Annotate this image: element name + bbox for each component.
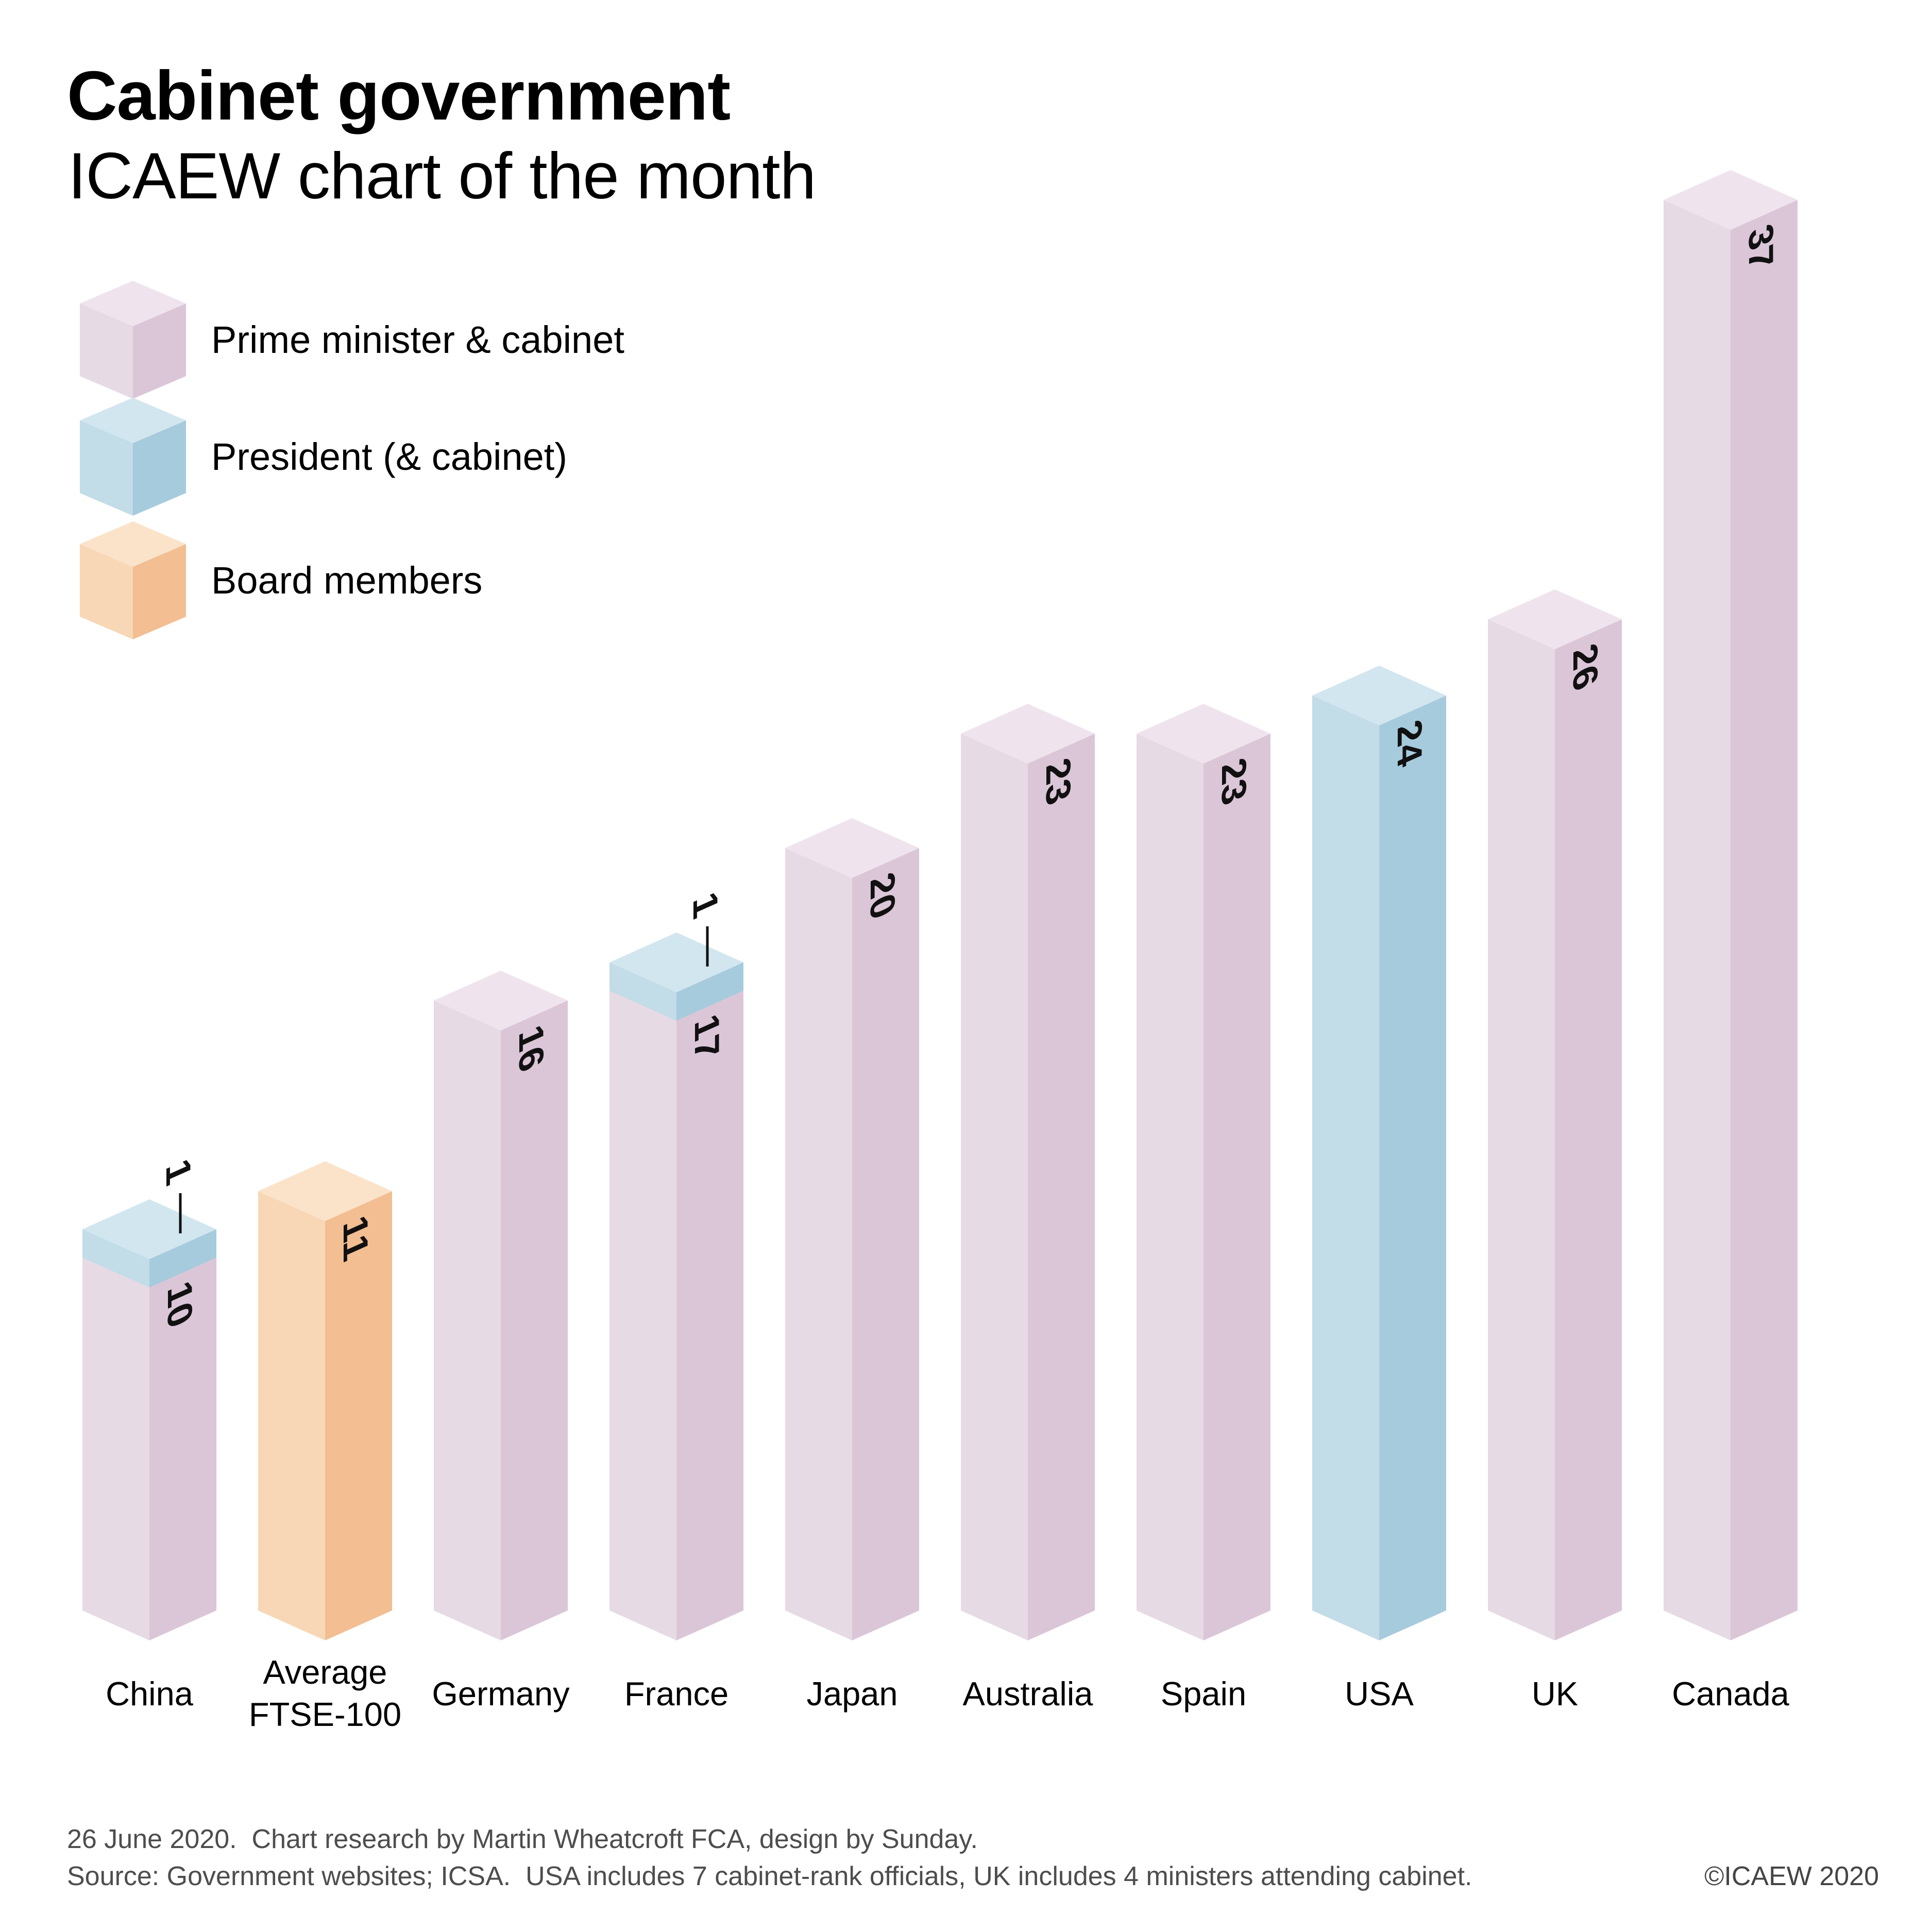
category-label: France	[624, 1675, 728, 1713]
cap-right-face	[676, 962, 743, 1021]
category-label: Germany	[432, 1675, 570, 1713]
bar-top-face	[258, 1161, 392, 1221]
bar-right-face	[149, 1229, 216, 1640]
category-label: Canada	[1672, 1675, 1790, 1713]
cap-left-face	[609, 962, 676, 1021]
legend-item-label: President (& cabinet)	[211, 435, 568, 478]
bar-top-face	[1137, 704, 1270, 764]
bar-left-face	[609, 962, 676, 1640]
category-label: China	[106, 1675, 194, 1713]
board-cube-icon	[80, 521, 186, 639]
bar-top-face	[961, 704, 1095, 764]
bar-top-face	[82, 1199, 216, 1259]
category-label: FTSE-100	[249, 1696, 401, 1733]
bar-right-face	[325, 1191, 392, 1640]
footer: 26 June 2020. Chart research by Martin W…	[67, 1821, 1472, 1895]
bar-top-face	[434, 971, 568, 1030]
bar-right-face	[1731, 200, 1798, 1640]
cube-right-face	[133, 303, 186, 399]
bar-right-face	[1555, 619, 1622, 1640]
bar-top-face	[1312, 666, 1446, 725]
cube-right-face	[133, 544, 186, 639]
bar-left-face	[1664, 200, 1731, 1640]
bar-left-face	[434, 1001, 501, 1640]
president-cube-icon	[80, 398, 186, 516]
bar-left-face	[82, 1229, 149, 1640]
bar-top-face	[609, 933, 743, 992]
bar-right-face	[676, 962, 743, 1640]
page-title: Cabinet government	[67, 57, 731, 134]
bar-right-face	[1028, 734, 1095, 1640]
cube-left-face	[80, 544, 133, 639]
category-label: UK	[1532, 1675, 1578, 1713]
bar-right-face	[1379, 696, 1446, 1640]
bar-left-face	[1488, 619, 1555, 1640]
legend-item-pm-cabinet: Prime minister & cabinet	[80, 280, 624, 399]
bar-left-face	[961, 734, 1028, 1640]
category-label: Japan	[806, 1675, 897, 1713]
copyright: ©ICAEW 2020	[1704, 1861, 1879, 1891]
bar-top-face	[785, 818, 919, 878]
bar-left-face	[1137, 734, 1204, 1640]
category-label: USA	[1345, 1675, 1414, 1713]
category-label: Spain	[1161, 1675, 1246, 1713]
bar-right-face	[852, 848, 919, 1640]
bar-top-face	[1488, 589, 1622, 649]
cap-right-face	[149, 1229, 216, 1287]
legend-item-president: President (& cabinet)	[80, 397, 567, 516]
category-label: Australia	[963, 1675, 1094, 1713]
bar-right-face	[501, 1001, 568, 1640]
pm-cabinet-cube-icon	[80, 281, 186, 399]
cap-left-face	[82, 1229, 149, 1287]
bar-top-face	[1664, 170, 1798, 230]
cube-left-face	[80, 420, 133, 516]
footer-line-1: 26 June 2020. Chart research by Martin W…	[67, 1824, 978, 1854]
category-label: Average	[263, 1653, 387, 1691]
cube-top-face	[80, 398, 186, 443]
bar-left-face	[785, 848, 852, 1640]
legend-item-label: Board members	[211, 558, 483, 602]
legend-item-board: Board members	[80, 521, 482, 639]
cube-left-face	[80, 303, 133, 399]
footer-line-2: Source: Government websites; ICSA. USA i…	[67, 1861, 1472, 1891]
cube-right-face	[133, 420, 186, 516]
page-subtitle: ICAEW chart of the month	[68, 139, 816, 212]
cube-top-face	[80, 521, 186, 567]
cap-value-label: 1	[159, 1153, 198, 1191]
bar-left-face	[1312, 696, 1379, 1640]
cap-value-label: 1	[686, 886, 725, 924]
bar-right-face	[1204, 734, 1270, 1640]
cube-top-face	[80, 281, 186, 326]
bar-left-face	[258, 1191, 325, 1640]
legend-item-label: Prime minister & cabinet	[211, 318, 624, 361]
